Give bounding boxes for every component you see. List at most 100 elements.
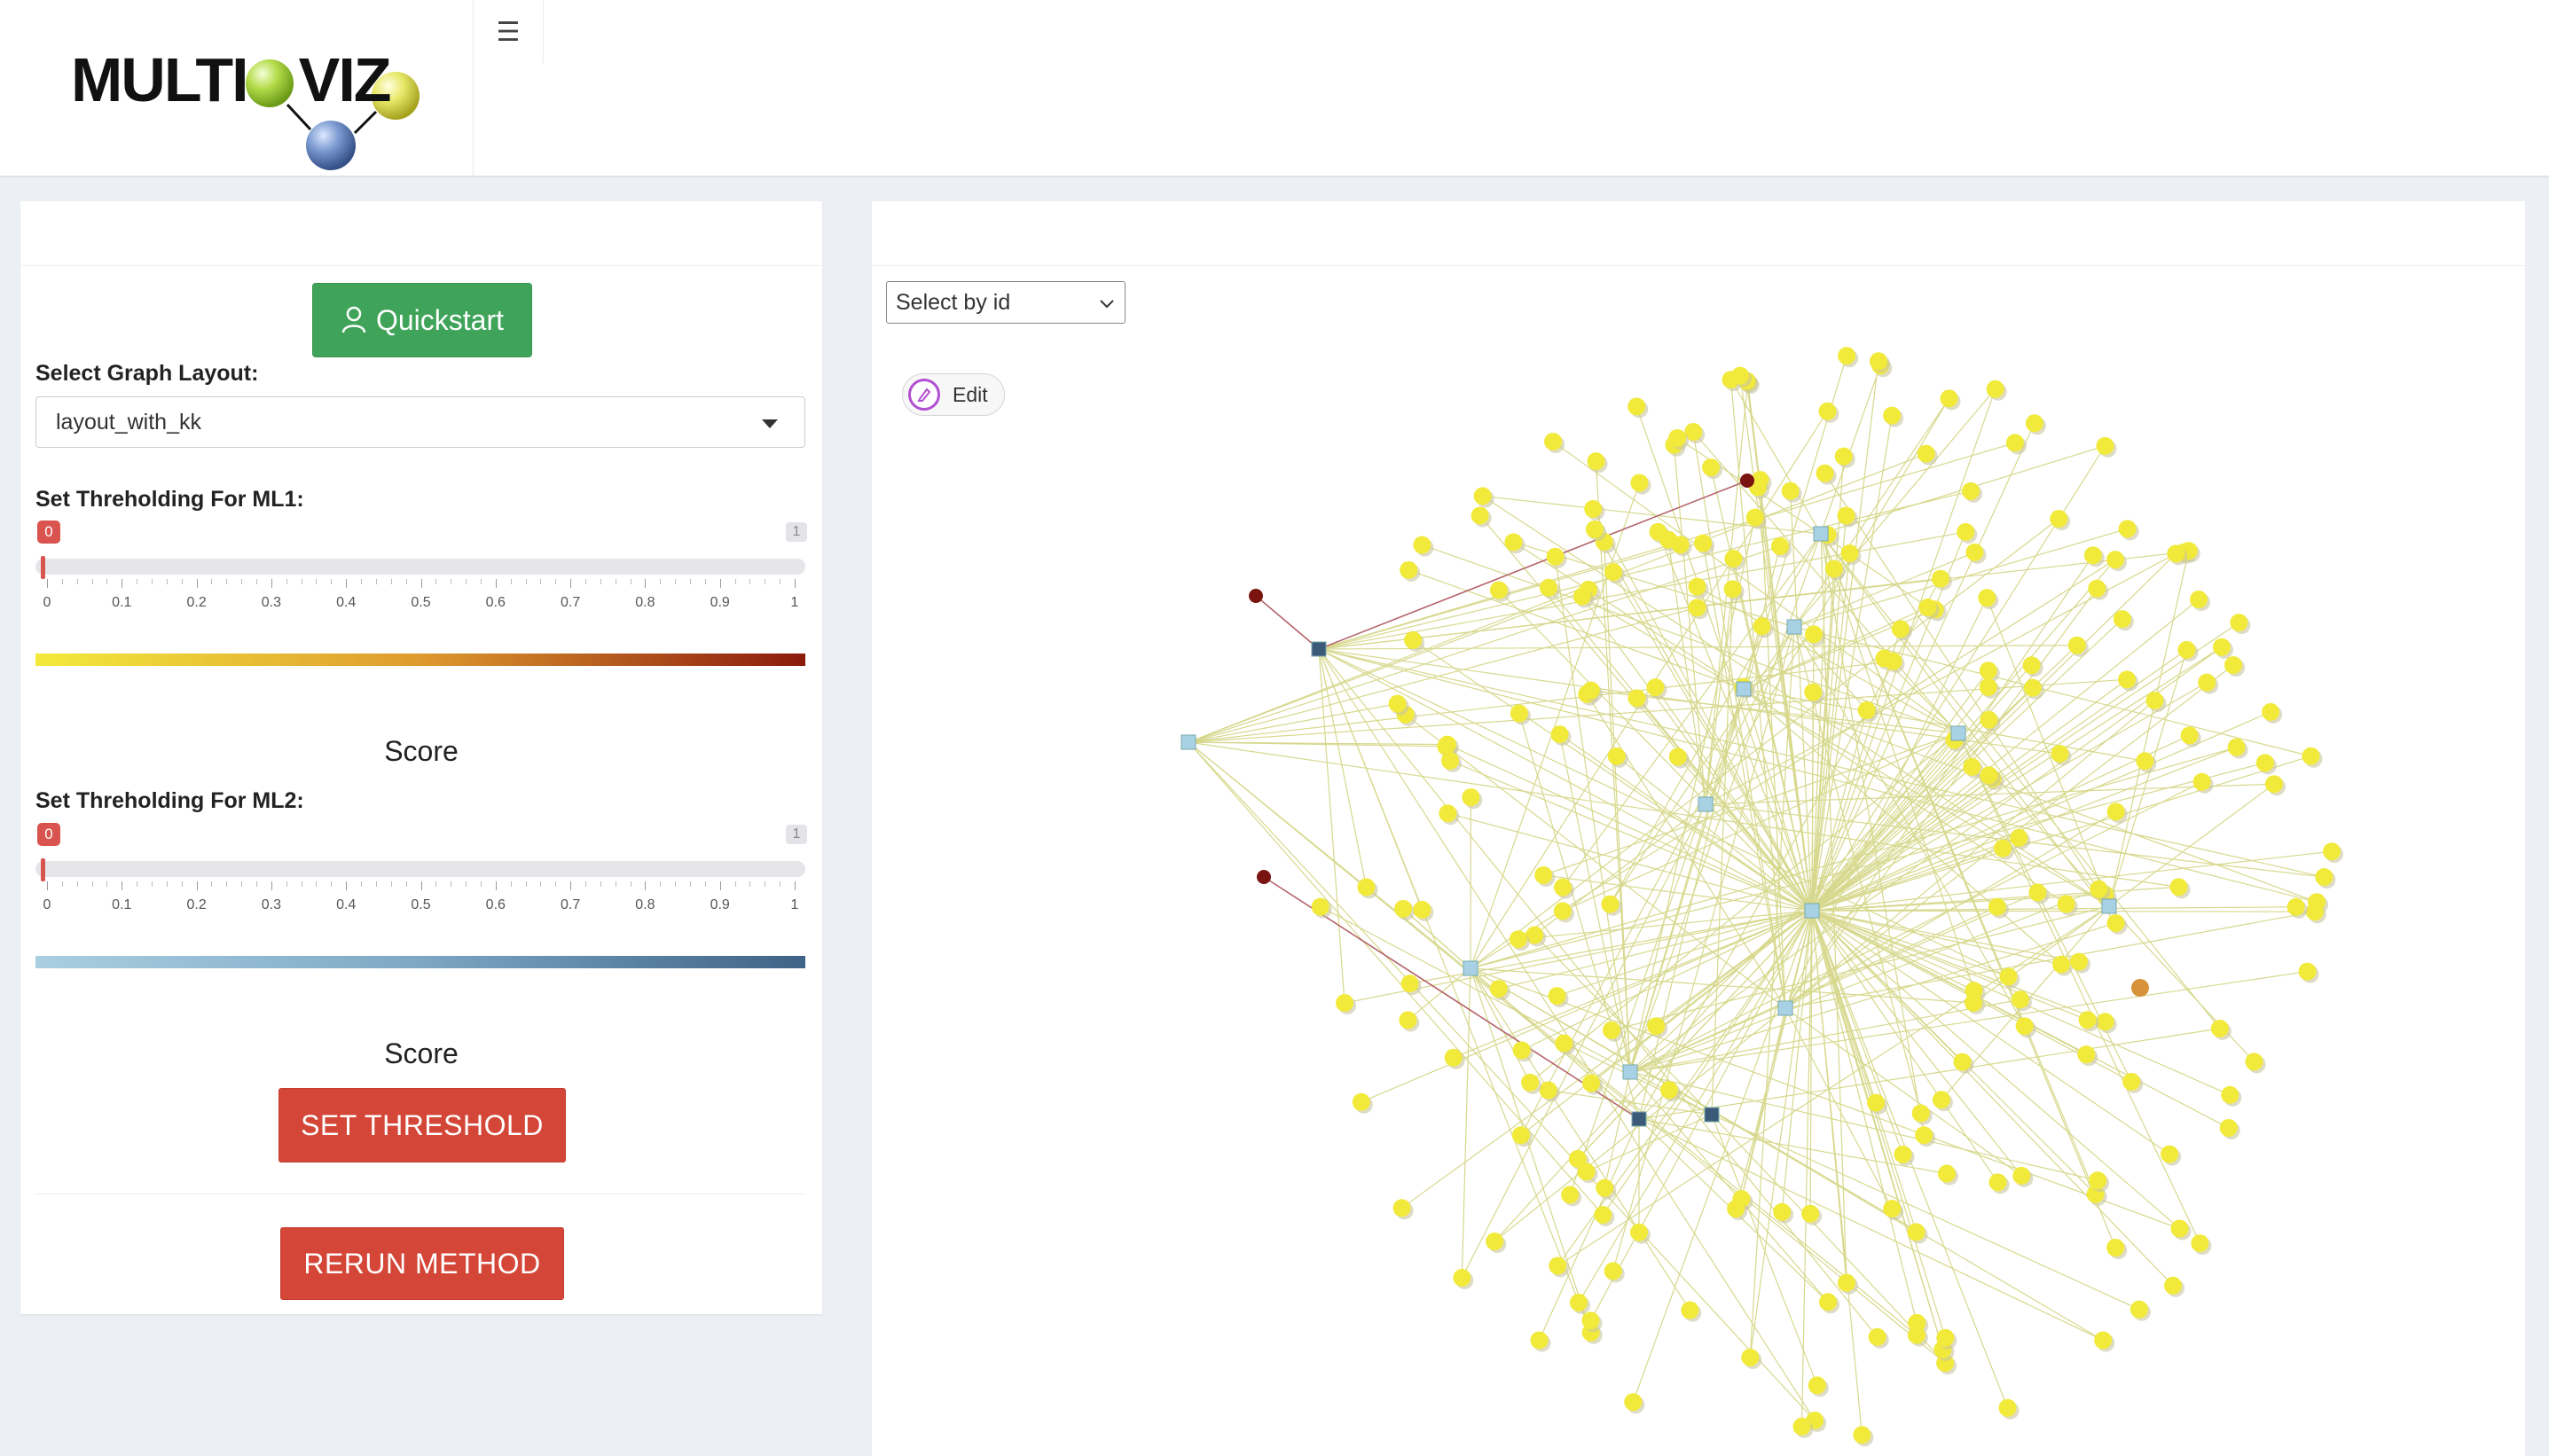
network-node[interactable] bbox=[1568, 1149, 1587, 1168]
network-edge[interactable] bbox=[1811, 535, 1829, 912]
network-edge[interactable] bbox=[1793, 552, 1975, 628]
network-edge[interactable] bbox=[1811, 910, 2170, 1155]
network-node[interactable] bbox=[2180, 726, 2199, 745]
network-edge[interactable] bbox=[1470, 559, 2116, 969]
network-edge[interactable] bbox=[1957, 732, 2200, 1244]
network-edge[interactable] bbox=[1612, 626, 1795, 1272]
network-hub-node[interactable] bbox=[1786, 619, 1802, 635]
network-node[interactable] bbox=[2255, 754, 2274, 772]
network-edge[interactable] bbox=[1449, 760, 1813, 912]
network-node[interactable] bbox=[1394, 899, 1413, 918]
network-edge[interactable] bbox=[2108, 783, 2275, 907]
network-edge[interactable] bbox=[1811, 531, 1966, 912]
network-edge[interactable] bbox=[1811, 837, 2020, 912]
network-edge[interactable] bbox=[2108, 905, 2255, 1062]
network-edge[interactable] bbox=[1629, 356, 1847, 1073]
network-edge[interactable] bbox=[1692, 431, 1786, 1009]
network-node[interactable] bbox=[1530, 1331, 1549, 1350]
network-node[interactable] bbox=[1444, 1048, 1463, 1067]
network-edge[interactable] bbox=[1554, 556, 1631, 1073]
network-hub-node[interactable] bbox=[1804, 903, 1820, 919]
network-edge[interactable] bbox=[1518, 910, 1813, 940]
network-node[interactable] bbox=[2177, 640, 2196, 659]
network-node[interactable] bbox=[2070, 952, 2089, 971]
network-edge[interactable] bbox=[1595, 461, 1631, 1073]
network-node[interactable] bbox=[1891, 620, 1910, 638]
network-node[interactable] bbox=[2023, 678, 2042, 697]
network-edge[interactable] bbox=[1793, 398, 1950, 628]
network-edge[interactable] bbox=[1629, 781, 2202, 1073]
network-node[interactable] bbox=[1486, 1233, 1504, 1251]
network-node[interactable] bbox=[2096, 1013, 2114, 1031]
network-edge[interactable] bbox=[1318, 648, 1345, 1004]
network-node[interactable] bbox=[2145, 692, 2164, 710]
network-edge[interactable] bbox=[1318, 648, 2009, 978]
network-node[interactable] bbox=[1980, 710, 1998, 729]
network-node[interactable] bbox=[1521, 1073, 1540, 1092]
network-hub-node[interactable] bbox=[1736, 681, 1752, 697]
network-node[interactable] bbox=[1731, 366, 1750, 385]
network-edge[interactable] bbox=[1629, 517, 1756, 1073]
network-node[interactable] bbox=[2106, 551, 2125, 569]
network-node[interactable] bbox=[1388, 694, 1407, 713]
network-node[interactable] bbox=[1647, 1017, 1666, 1036]
network-node[interactable] bbox=[1884, 652, 1902, 670]
network-edge[interactable] bbox=[1412, 639, 1813, 912]
network-node[interactable] bbox=[1594, 1205, 1612, 1224]
network-edge[interactable] bbox=[1800, 910, 1813, 1427]
network-edge[interactable] bbox=[1405, 714, 1786, 1009]
network-node[interactable] bbox=[1553, 902, 1572, 920]
network-edge[interactable] bbox=[1820, 533, 1928, 608]
network-node[interactable] bbox=[2221, 1085, 2239, 1104]
network-node[interactable] bbox=[1512, 1041, 1531, 1060]
network-edge[interactable] bbox=[1188, 545, 1781, 743]
network-node[interactable] bbox=[1723, 580, 1742, 599]
network-node[interactable] bbox=[1965, 543, 1984, 561]
network-node[interactable] bbox=[1998, 1398, 2017, 1417]
network-node[interactable] bbox=[2210, 1019, 2229, 1037]
network-node[interactable] bbox=[1404, 630, 1423, 649]
network-node[interactable] bbox=[1781, 481, 1800, 500]
network-node[interactable] bbox=[2190, 591, 2208, 609]
network-edge[interactable] bbox=[1811, 910, 2022, 1177]
network-edge[interactable] bbox=[1757, 487, 1813, 912]
network-edge[interactable] bbox=[1743, 688, 2062, 966]
rerun-method-button[interactable]: RERUN METHOD bbox=[280, 1227, 564, 1300]
network-node[interactable] bbox=[1440, 751, 1459, 770]
network-edge[interactable] bbox=[1344, 910, 1813, 1004]
network-nodes[interactable] bbox=[1180, 347, 2344, 1447]
network-node[interactable] bbox=[1838, 347, 1856, 365]
network-edge[interactable] bbox=[1318, 648, 2325, 878]
network-edge[interactable] bbox=[1820, 533, 2116, 1249]
network-node[interactable] bbox=[2057, 895, 2075, 913]
network-node[interactable] bbox=[1399, 1011, 1417, 1029]
network-edge[interactable] bbox=[1461, 967, 1471, 1278]
network-node[interactable] bbox=[1770, 537, 1789, 556]
network-edge[interactable] bbox=[1811, 774, 1989, 912]
network-edge[interactable] bbox=[1552, 441, 1959, 734]
network-edge[interactable] bbox=[1616, 755, 1813, 912]
network-node[interactable] bbox=[2302, 747, 2320, 765]
network-edge[interactable] bbox=[1705, 398, 1950, 805]
network-hub-node[interactable] bbox=[1950, 725, 1966, 741]
network-edge[interactable] bbox=[1811, 552, 2176, 912]
network-node-highlight[interactable] bbox=[1740, 474, 1754, 488]
network-edge[interactable] bbox=[1318, 648, 2132, 1083]
network-edge[interactable] bbox=[1447, 812, 1813, 912]
network-edge[interactable] bbox=[1811, 622, 2239, 912]
network-node[interactable] bbox=[1688, 577, 1706, 596]
network-node[interactable] bbox=[1400, 560, 1418, 579]
network-node[interactable] bbox=[1646, 678, 1665, 697]
network-edge[interactable] bbox=[1793, 528, 2128, 628]
network-edge[interactable] bbox=[1604, 542, 1631, 1073]
network-edge[interactable] bbox=[1811, 755, 2311, 912]
network-node[interactable] bbox=[2264, 775, 2283, 794]
network-node[interactable] bbox=[1604, 1262, 1622, 1280]
network-node[interactable] bbox=[1577, 1162, 1596, 1181]
network-node[interactable] bbox=[1629, 1223, 1648, 1241]
network-edge[interactable] bbox=[1609, 533, 1822, 905]
network-node[interactable] bbox=[1681, 1301, 1699, 1319]
network-node[interactable] bbox=[2191, 1234, 2209, 1253]
network-node[interactable] bbox=[1548, 987, 1566, 1006]
network-edge[interactable] bbox=[1188, 741, 2179, 888]
